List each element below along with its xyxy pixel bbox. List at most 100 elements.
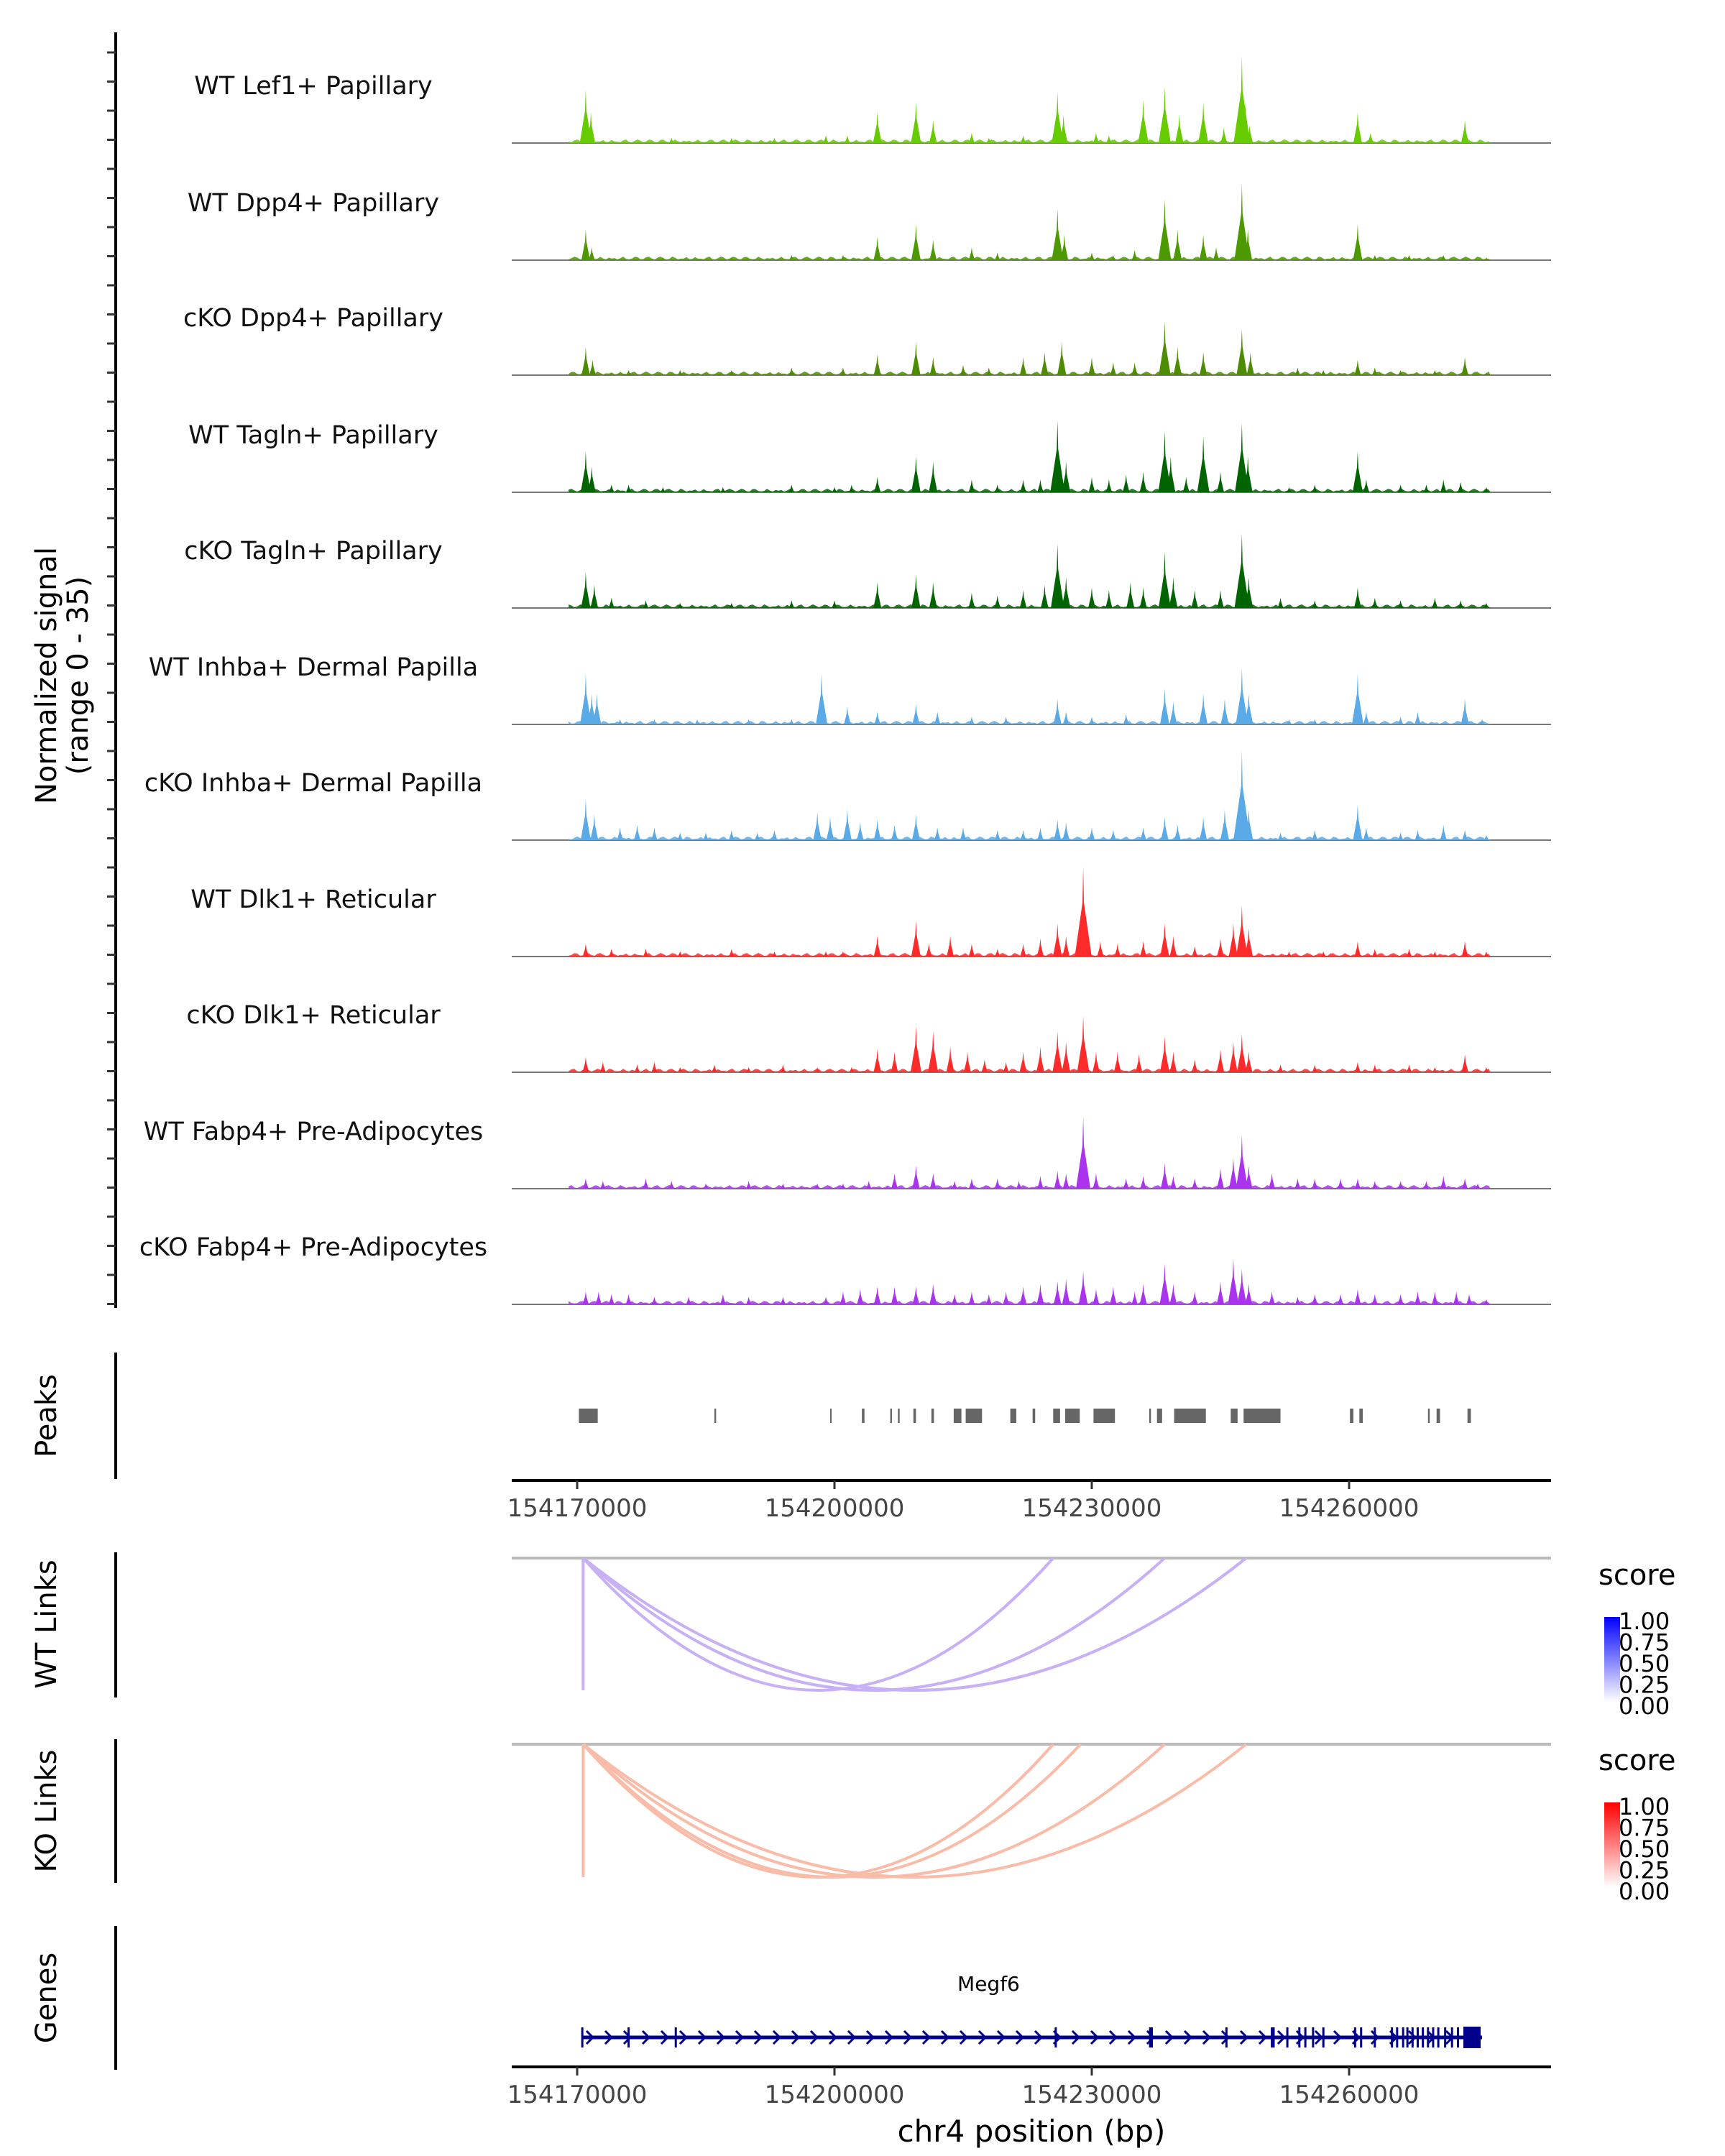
signal-peak [1312, 600, 1318, 608]
ko-links-track-label: KO Links [30, 1750, 63, 1873]
signal-peak [1078, 1271, 1088, 1304]
signal-peak [1243, 456, 1253, 492]
signal-peak [788, 600, 795, 608]
signal-peak [587, 694, 597, 724]
signal-peak [1199, 351, 1208, 375]
signal-peak [873, 1049, 881, 1072]
signal-peak [1199, 816, 1208, 840]
strand-arrow-icon [1015, 2030, 1025, 2045]
signal-peak [660, 487, 666, 492]
signal-peak [590, 584, 599, 608]
signal-peak [1089, 717, 1095, 724]
signal-peak [845, 135, 850, 143]
signal-peak [581, 572, 591, 608]
signal-peak [1407, 254, 1412, 260]
signal-peak [891, 1051, 898, 1072]
signal-peak [842, 809, 852, 840]
signal-peak [1432, 951, 1438, 957]
link-arc [582, 1743, 1248, 1879]
signal-peak [729, 257, 735, 260]
signal-peak [1138, 99, 1149, 143]
signal-peak [1051, 543, 1064, 608]
signal-peak [929, 239, 937, 260]
strand-arrow-icon [622, 2030, 632, 2045]
peak-region [1436, 1409, 1440, 1423]
signal-peak [1159, 688, 1169, 724]
strand-arrow-icon [1202, 2030, 1212, 2045]
strand-arrow-icon [921, 2030, 932, 2045]
signal-peak [1363, 479, 1370, 492]
signal-peak [1246, 351, 1255, 375]
peak-region [1010, 1409, 1016, 1423]
signal-peak [1191, 590, 1198, 608]
signal-peak [788, 254, 794, 260]
signal-peak [1371, 1294, 1378, 1304]
track-label: WT Fabp4+ Pre-Adipocytes [144, 1118, 483, 1146]
signal-peak [1217, 471, 1224, 492]
signal-peak [1062, 822, 1070, 840]
signal-peak [1131, 362, 1138, 375]
signal-peak [694, 719, 700, 724]
signal-peak [1199, 694, 1208, 724]
signal-peak [929, 119, 937, 143]
signal-peak [823, 1296, 829, 1304]
strand-arrow-icon [1314, 2030, 1324, 2045]
signal-peak [1236, 905, 1248, 957]
signal-peak [1062, 1173, 1070, 1189]
signal-peak [929, 1173, 937, 1189]
legend-title: score [1598, 1744, 1675, 1777]
signal-peak [994, 1178, 1000, 1189]
signal-peak [1062, 711, 1070, 724]
signal-peak [1097, 941, 1104, 957]
peak-region [830, 1409, 832, 1423]
coverage-track: cKO Inhba+ Dermal Papilla [144, 750, 1551, 841]
signal-peak [814, 1067, 820, 1072]
signal-peak [1199, 234, 1208, 260]
signal-peak [910, 1026, 921, 1072]
signal-peak [1054, 819, 1062, 840]
signal-peak [1220, 809, 1229, 840]
signal-peak [1191, 1291, 1198, 1304]
signal-peak [968, 944, 975, 957]
signal-peak [1166, 456, 1176, 492]
signal-peak [1363, 711, 1370, 724]
x-tick-label: 154260000 [1279, 2081, 1420, 2109]
signal-peak [840, 1183, 846, 1189]
signal-peak [1484, 834, 1489, 840]
signal-peak [1372, 254, 1378, 260]
signal-peak [1338, 1294, 1344, 1304]
peaks-track [114, 1353, 1471, 1479]
signal-peak [590, 814, 599, 840]
signal-peak [1397, 832, 1404, 840]
legend-tick-label: 0.50 [1619, 1650, 1670, 1677]
signal-peak [1140, 1176, 1146, 1189]
signal-peak [600, 1181, 606, 1189]
track-label: WT Tagln+ Papillary [188, 421, 438, 450]
peak-region [1149, 1409, 1151, 1423]
signal-peak [911, 101, 921, 143]
signal-peak [1020, 944, 1026, 957]
signal-peak [1158, 551, 1171, 608]
signal-peak [1372, 949, 1378, 957]
signal-peak [1054, 1171, 1062, 1189]
signal-peak [780, 1064, 786, 1072]
signal-peak [634, 824, 641, 840]
signal-peak [1462, 1178, 1468, 1189]
signal-peak [1484, 951, 1489, 957]
signal-peak [873, 582, 882, 608]
signal-peak [1076, 1117, 1091, 1189]
signal-peak [1484, 1067, 1489, 1072]
signal-peak [1286, 487, 1292, 492]
signal-peak [1453, 1291, 1460, 1304]
signal-peak [1236, 668, 1248, 724]
signal-peak [1077, 1015, 1090, 1072]
signal-peak [582, 944, 589, 957]
signal-noise [569, 1185, 1491, 1189]
signal-peak [1020, 829, 1026, 840]
peak-region [1243, 1409, 1281, 1423]
signal-peak [1397, 484, 1404, 492]
signal-peak [1158, 430, 1172, 492]
coverage-track: cKO Dlk1+ Reticular [186, 1001, 1551, 1073]
signal-peak [771, 137, 777, 143]
signal-peak [1037, 827, 1044, 840]
